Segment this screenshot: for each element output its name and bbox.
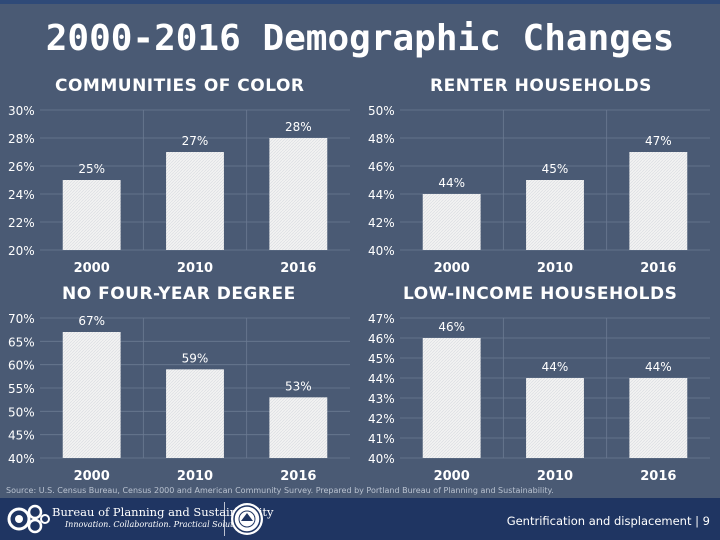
data-label: 44%	[645, 360, 672, 374]
y-tick-label: 47%	[368, 312, 395, 326]
bar-2016	[629, 378, 688, 458]
x-tick-label: 2016	[280, 261, 316, 276]
bar-2016	[269, 138, 328, 250]
top-accent-line	[0, 0, 720, 4]
y-tick-label: 55%	[8, 382, 35, 396]
data-label: 45%	[542, 162, 569, 176]
slide-title: 2000-2016 Demographic Changes	[45, 18, 675, 59]
y-tick-label: 20%	[8, 244, 35, 258]
y-tick-label: 45%	[368, 352, 395, 366]
x-tick-label: 2000	[74, 469, 110, 484]
org-name: Bureau of Planning and Sustainability	[52, 505, 274, 519]
data-label: 59%	[182, 351, 209, 365]
x-tick-label: 2000	[74, 261, 110, 276]
y-tick-label: 45%	[8, 429, 35, 443]
y-tick-label: 40%	[368, 244, 395, 258]
y-tick-label: 28%	[8, 132, 35, 146]
data-label: 28%	[285, 120, 312, 134]
chart-svg-3: 40% 41% 42% 43% 44% 45% 46% 47% 46% 2000 44% 2010 44…	[368, 312, 710, 484]
chart-title-renter-households: RENTER HOUSEHOLDS	[430, 76, 652, 96]
bar-2000	[62, 332, 121, 458]
bar-2000	[422, 194, 481, 250]
bar-2010	[166, 152, 224, 250]
bar-2010	[166, 369, 224, 458]
org-tagline: Innovation. Collaboration. Practical Sol…	[65, 520, 253, 529]
x-tick-label: 2000	[434, 261, 470, 276]
city-seal-icon	[231, 503, 263, 535]
data-label: 44%	[542, 360, 569, 374]
y-tick-label: 48%	[368, 132, 395, 146]
chart-svg-0: 20% 22% 24% 26% 28% 30% 25% 2000 27% 2010 28% 2016	[8, 104, 350, 276]
y-tick-label: 50%	[8, 405, 35, 419]
y-tick-label: 40%	[368, 452, 395, 466]
x-tick-label: 2010	[177, 261, 213, 276]
x-tick-label: 2016	[640, 261, 676, 276]
data-label: 25%	[78, 162, 105, 176]
chart-title-no-four-year-degree: NO FOUR-YEAR DEGREE	[62, 284, 296, 304]
footer-divider	[224, 502, 225, 536]
x-tick-label: 2016	[640, 469, 676, 484]
chart-svg-1: 40% 42% 44% 46% 48% 50% 44% 2000 45% 2010 47% 2016	[368, 104, 710, 276]
y-tick-label: 70%	[8, 312, 35, 326]
x-tick-label: 2000	[434, 469, 470, 484]
data-label: 44%	[438, 176, 465, 190]
y-tick-label: 46%	[368, 332, 395, 346]
data-label: 27%	[182, 134, 209, 148]
footer-bar: Bureau of Planning and Sustainability In…	[0, 498, 720, 540]
x-tick-label: 2016	[280, 469, 316, 484]
x-tick-label: 2010	[537, 469, 573, 484]
y-tick-label: 24%	[8, 188, 35, 202]
y-tick-label: 42%	[368, 216, 395, 230]
y-tick-label: 65%	[8, 335, 35, 349]
chart-renter-households: 40% 42% 44% 46% 48% 50% 44% 2000 45% 2010 47% 2016	[360, 100, 720, 280]
y-tick-label: 43%	[368, 392, 395, 406]
chart-no-four-year-degree: 40% 45% 50% 55% 60% 65% 70% 67% 2000 59% 2010 53% 20…	[0, 308, 360, 488]
bar-2016	[629, 152, 688, 250]
data-label: 47%	[645, 134, 672, 148]
x-tick-label: 2010	[177, 469, 213, 484]
y-tick-label: 26%	[8, 160, 35, 174]
y-tick-label: 50%	[368, 104, 395, 118]
chart-communities-of-color: 20% 22% 24% 26% 28% 30% 25% 2000 27% 2010 28% 2016	[0, 100, 360, 280]
y-tick-label: 44%	[368, 372, 395, 386]
chart-low-income-households: 40% 41% 42% 43% 44% 45% 46% 47% 46% 2000 44% 2010 44…	[360, 308, 720, 488]
y-tick-label: 60%	[8, 359, 35, 373]
y-tick-label: 40%	[8, 452, 35, 466]
bar-2010	[526, 378, 584, 458]
bar-2000	[62, 180, 121, 250]
y-tick-label: 22%	[8, 216, 35, 230]
data-label: 46%	[438, 320, 465, 334]
y-tick-label: 44%	[368, 188, 395, 202]
y-tick-label: 30%	[8, 104, 35, 118]
chart-svg-2: 40% 45% 50% 55% 60% 65% 70% 67% 2000 59% 2010 53% 20…	[8, 312, 350, 484]
x-tick-label: 2010	[537, 261, 573, 276]
bps-logo-icon	[7, 504, 50, 534]
source-note: Source: U.S. Census Bureau, Census 2000 …	[6, 486, 554, 495]
chart-title-low-income-households: LOW-INCOME HOUSEHOLDS	[403, 284, 678, 304]
data-label: 53%	[285, 379, 312, 393]
data-label: 67%	[78, 314, 105, 328]
y-tick-label: 42%	[368, 412, 395, 426]
bar-2000	[422, 338, 481, 458]
footer-page-label: Gentrification and displacement | 9	[506, 514, 710, 528]
y-tick-label: 41%	[368, 432, 395, 446]
bar-2010	[526, 180, 584, 250]
bar-2016	[269, 397, 328, 458]
chart-title-communities-of-color: COMMUNITIES OF COLOR	[55, 76, 305, 96]
y-tick-label: 46%	[368, 160, 395, 174]
